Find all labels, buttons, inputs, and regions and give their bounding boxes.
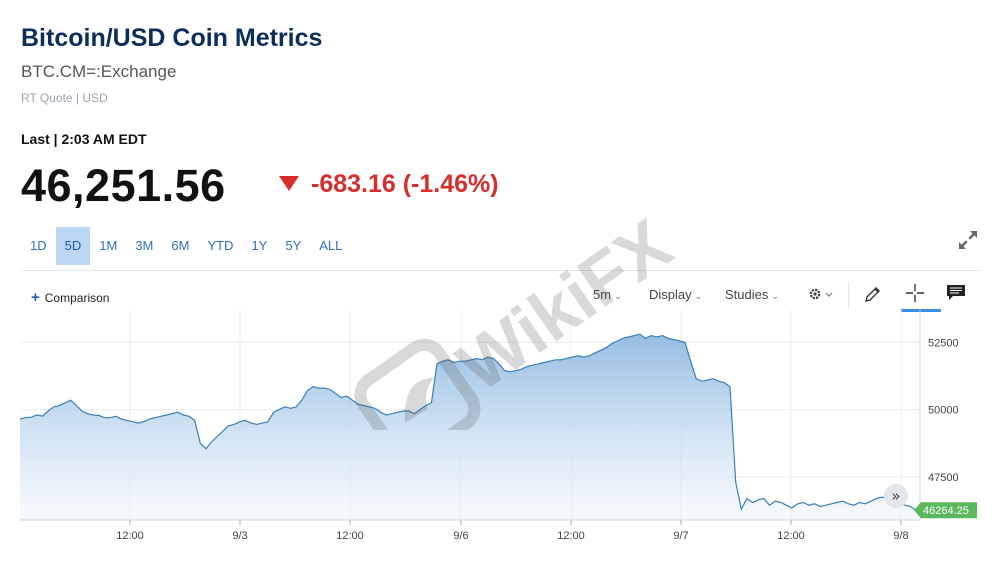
comparison-button[interactable]: + Comparison (31, 289, 109, 306)
tab-5d[interactable]: 5D (55, 227, 91, 265)
display-label: Display (649, 287, 692, 302)
down-arrow-icon (279, 176, 299, 191)
crosshair-icon[interactable] (905, 283, 925, 303)
interval-label: 5m (593, 287, 612, 302)
double-chevron-right-icon: » (891, 487, 900, 505)
x-tick-label: 12:00 (557, 530, 585, 542)
comparison-label: Comparison (44, 291, 110, 305)
tab-ytd[interactable]: YTD (207, 238, 234, 253)
x-tick-label: 9/8 (893, 530, 908, 542)
tab-all[interactable]: ALL (319, 238, 343, 253)
quote-meta: RT Quote | USD (21, 91, 108, 105)
scroll-forward-button[interactable]: » (884, 484, 908, 508)
chevron-down-icon: ⌄ (771, 291, 779, 301)
x-tick-label: 9/6 (453, 530, 468, 542)
tab-1d[interactable]: 1D (30, 238, 47, 253)
last-timestamp: Last | 2:03 AM EDT (21, 131, 147, 147)
price-line (19, 333, 917, 511)
chevron-down-icon: ⌄ (614, 291, 622, 301)
page-title: Bitcoin/USD Coin Metrics (21, 24, 323, 52)
ticker-symbol: BTC.CM=:Exchange (21, 62, 177, 81)
comment-icon[interactable] (946, 284, 966, 302)
last-value-tag: 46264.25 (914, 502, 977, 519)
studies-dropdown[interactable]: Studies ⌄ (725, 287, 779, 302)
tab-1y[interactable]: 1Y (251, 238, 268, 253)
interval-dropdown[interactable]: 5m ⌄ (593, 287, 622, 302)
y-tick-label: 47500 (928, 472, 959, 484)
y-tick-label: 50000 (928, 405, 959, 417)
x-tick-label: 9/3 (232, 530, 247, 542)
tab-1m[interactable]: 1M (99, 238, 118, 253)
range-tabs: 1D 5D 1M 3M 6M YTD 1Y 5Y ALL (21, 227, 351, 265)
plus-icon: + (31, 289, 40, 306)
crosshair-active-indicator (901, 309, 941, 312)
x-tick-label: 12:00 (116, 530, 144, 542)
expand-icon[interactable] (956, 228, 980, 252)
price-change: -683.16 (-1.46%) (311, 170, 499, 198)
tab-6m[interactable]: 6M (171, 238, 190, 253)
y-tick-label: 52500 (928, 337, 959, 349)
toolbar-divider (21, 270, 980, 271)
price-chart[interactable]: 12:00 9/3 12:00 9/6 12:00 9/7 12:00 9/8 52500 50… (0, 310, 992, 574)
display-dropdown[interactable]: Display ⌄ (649, 287, 702, 302)
tab-3m[interactable]: 3M (135, 238, 154, 253)
price-area (20, 334, 916, 520)
x-tick-label: 12:00 (336, 530, 364, 542)
toolbar-separator (848, 282, 849, 308)
pencil-icon[interactable] (863, 284, 883, 304)
studies-label: Studies (725, 287, 769, 302)
last-value-label: 46264.25 (923, 505, 969, 517)
last-price: 46,251.56 (21, 160, 226, 211)
chevron-down-icon: ⌄ (694, 291, 703, 301)
gear-icon[interactable] (807, 286, 835, 302)
tab-5y[interactable]: 5Y (285, 238, 302, 253)
x-tick-label: 12:00 (777, 530, 805, 542)
x-tick-label: 9/7 (673, 530, 688, 542)
